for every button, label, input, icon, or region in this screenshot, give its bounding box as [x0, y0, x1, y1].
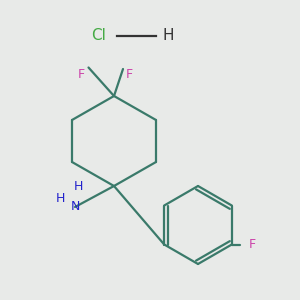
Text: Cl: Cl	[92, 28, 106, 44]
Text: H: H	[162, 28, 174, 44]
Text: F: F	[125, 68, 133, 82]
Text: F: F	[77, 68, 85, 82]
Text: H: H	[73, 179, 83, 193]
Text: F: F	[249, 238, 256, 251]
Text: H: H	[55, 191, 65, 205]
Text: N: N	[70, 200, 80, 214]
